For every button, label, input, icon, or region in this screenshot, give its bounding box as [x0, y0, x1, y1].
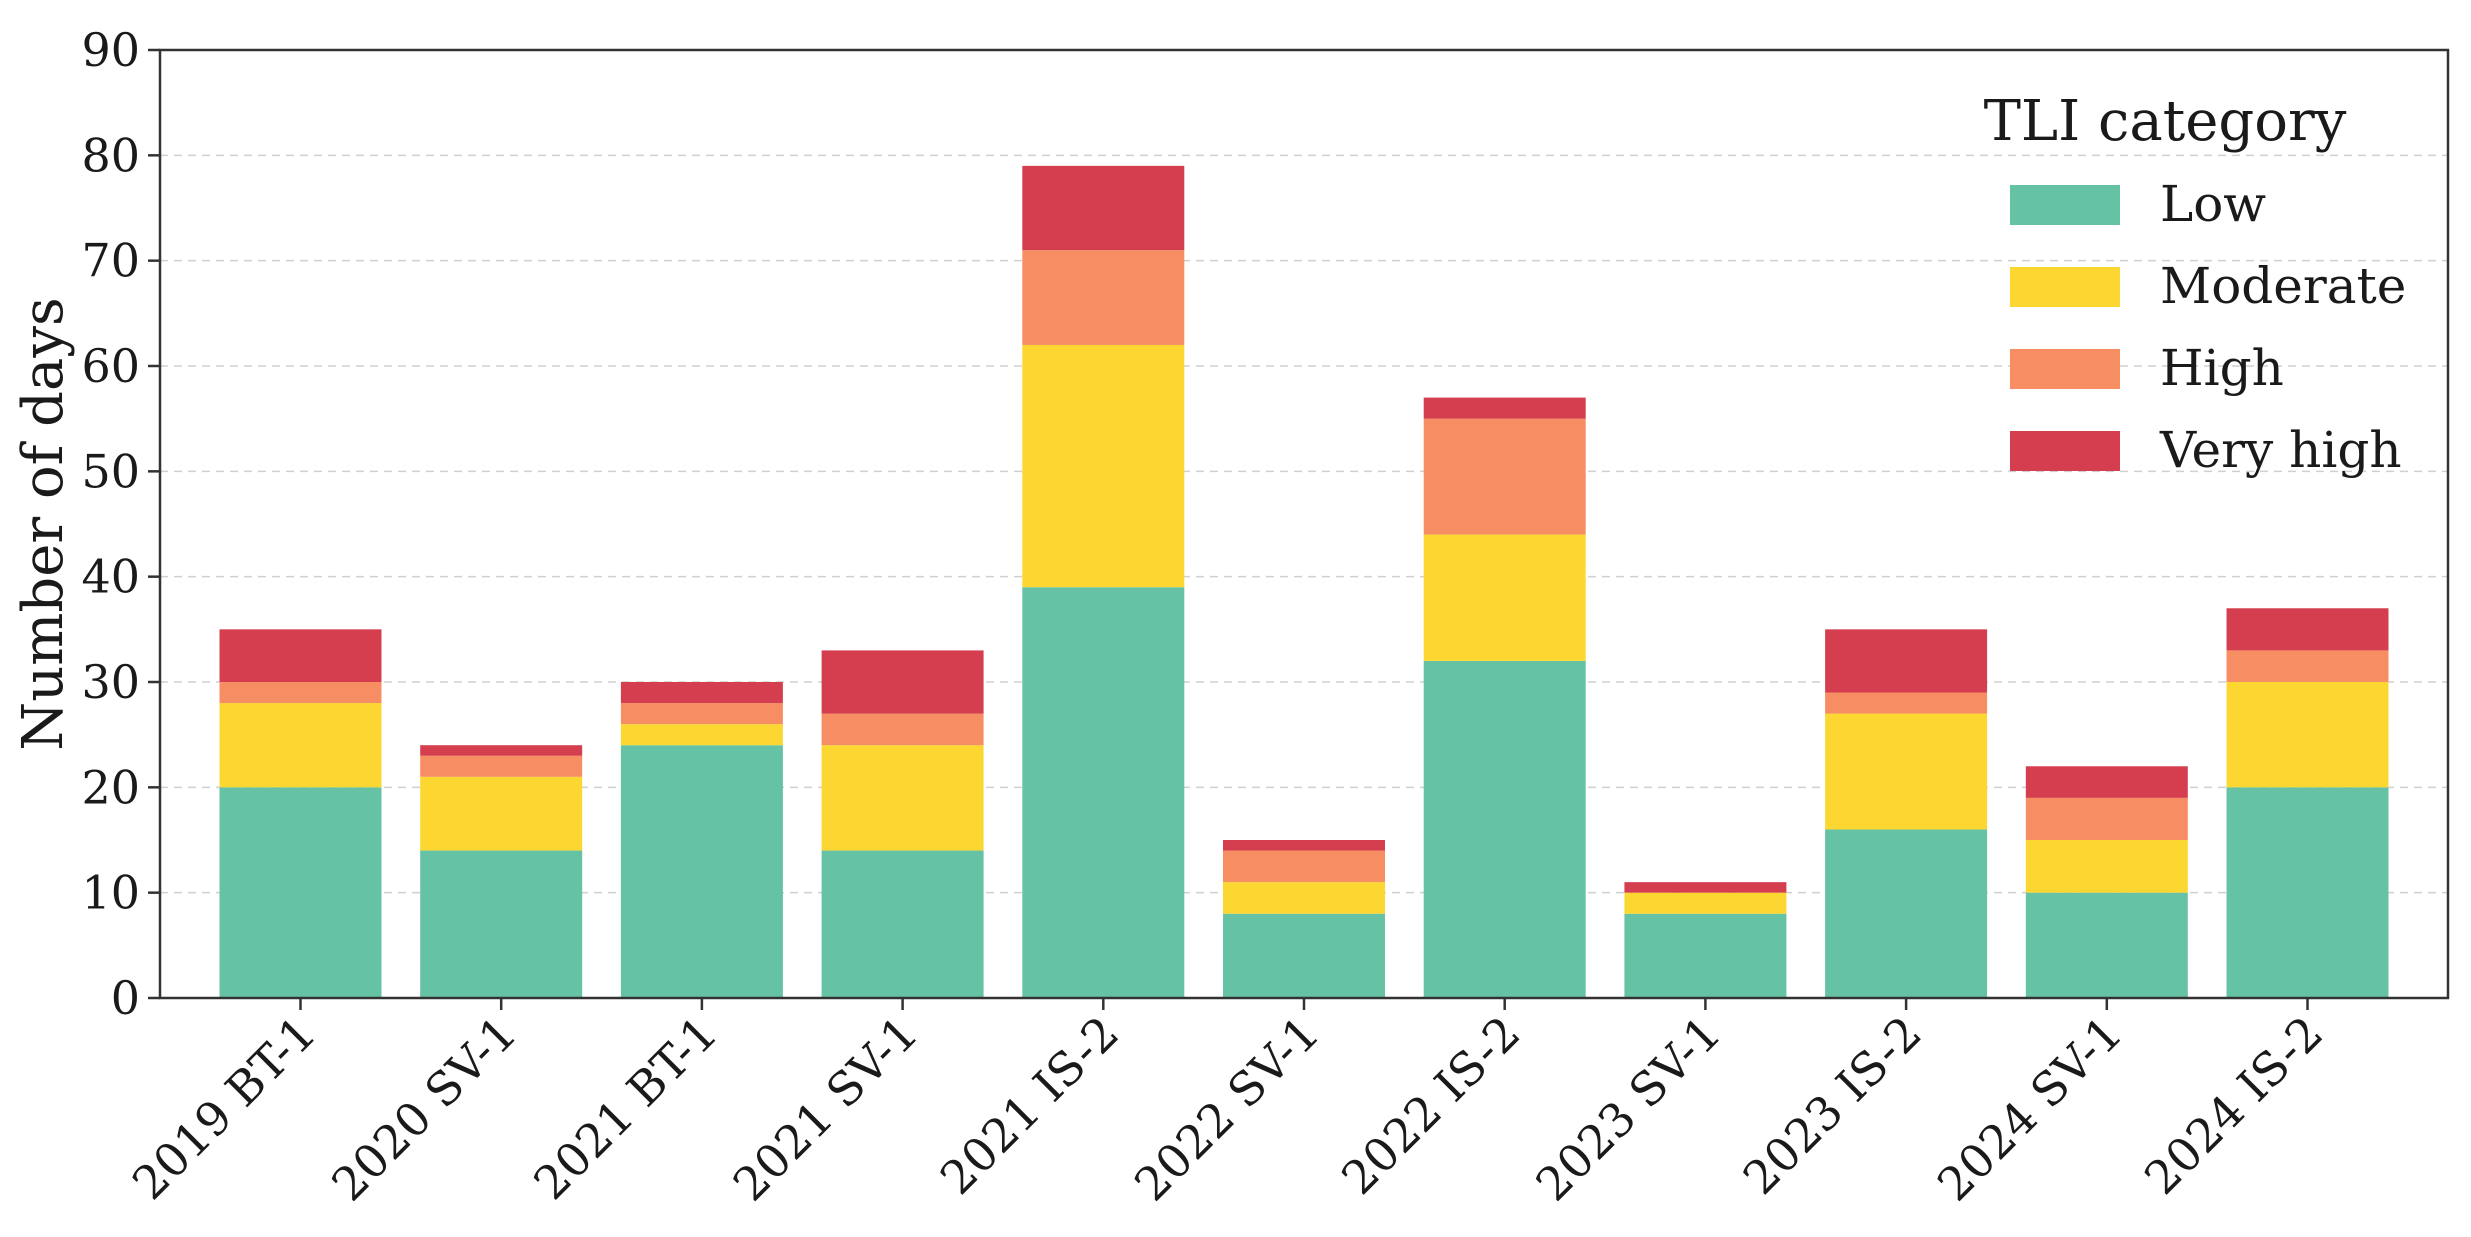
bar-segment-moderate: [821, 745, 984, 851]
bar-segment-high: [1825, 692, 1988, 714]
bar-segment-low: [1624, 913, 1787, 998]
bar-segment-low: [1423, 660, 1586, 998]
bar-segment-high: [2025, 797, 2188, 840]
bar-segment-low: [821, 850, 984, 998]
bar-segment-low: [1022, 587, 1185, 998]
x-tick-label: 2024 IS-2: [2134, 1006, 2333, 1205]
bars-layer: [219, 165, 2389, 998]
legend: TLI category Low Moderate High Very high: [1984, 89, 2407, 479]
bar-segment-moderate: [1825, 713, 1988, 830]
y-tick-label: 40: [81, 550, 140, 604]
legend-label: Moderate: [2160, 257, 2406, 315]
y-tick-label: 10: [81, 866, 140, 920]
x-tick-label: 2021 BT-1: [523, 1006, 727, 1210]
y-tick-label: 70: [81, 234, 140, 288]
bar-segment-very-high: [620, 682, 783, 704]
x-tick-label: 2023 SV-1: [1525, 1006, 1731, 1212]
legend-label: Very high: [2159, 421, 2402, 479]
y-axis-label: Number of days: [11, 297, 76, 751]
bar-segment-high: [620, 703, 783, 725]
x-tick-label: 2021 IS-2: [930, 1006, 1129, 1205]
bar-segment-low: [1223, 913, 1385, 998]
bar-segment-high: [2226, 650, 2389, 682]
y-tick-label: 80: [81, 128, 140, 182]
bar-segment-very-high: [219, 629, 382, 682]
bar-segment-low: [2025, 892, 2188, 998]
bar-segment-low: [420, 850, 583, 998]
x-tick-label: 2024 SV-1: [1927, 1006, 2133, 1212]
bar-segment-moderate: [620, 724, 783, 746]
bar-segment-low: [2226, 787, 2389, 998]
bar-segment-high: [1223, 850, 1385, 883]
y-tick-label: 20: [81, 760, 140, 814]
x-tick-label: 2020 SV-1: [321, 1006, 527, 1212]
legend-swatch-moderate: [2010, 267, 2120, 307]
bar-segment-low: [219, 787, 382, 998]
bar-segment-very-high: [1624, 882, 1787, 893]
legend-label: Low: [2160, 175, 2266, 233]
bar-segment-high: [219, 682, 382, 704]
x-tick-label: 2021 SV-1: [723, 1006, 929, 1212]
bar-segment-moderate: [219, 703, 382, 788]
bar-segment-high: [821, 713, 984, 746]
bar-segment-high: [1022, 250, 1185, 345]
bar-segment-moderate: [2025, 840, 2188, 893]
legend-swatch-very-high: [2010, 431, 2120, 471]
x-tick-label: 2023 IS-2: [1733, 1006, 1932, 1205]
legend-swatch-high: [2010, 349, 2120, 389]
y-tick-label: 60: [81, 339, 140, 393]
bar-segment-moderate: [1624, 892, 1787, 914]
bar-segment-very-high: [1423, 397, 1586, 419]
bar-segment-moderate: [2226, 682, 2389, 788]
bar-segment-high: [420, 755, 583, 777]
bar-segment-moderate: [1223, 882, 1385, 914]
bar-segment-very-high: [1825, 629, 1988, 693]
y-tick-label: 30: [81, 655, 140, 709]
legend-title: TLI category: [1984, 89, 2347, 154]
y-tick-label: 0: [111, 971, 140, 1025]
bar-segment-moderate: [420, 776, 583, 851]
bar-segment-moderate: [1022, 344, 1185, 588]
bar-segment-very-high: [420, 745, 583, 756]
bar-segment-high: [1423, 418, 1586, 535]
y-tick-label: 90: [81, 23, 140, 77]
bar-segment-very-high: [1223, 840, 1385, 851]
x-tick-label: 2022 SV-1: [1124, 1006, 1330, 1212]
bar-segment-moderate: [1423, 534, 1586, 661]
x-tick-label: 2022 IS-2: [1331, 1006, 1530, 1205]
bar-segment-very-high: [1022, 165, 1185, 251]
legend-label: High: [2160, 339, 2284, 397]
bar-segment-very-high: [2025, 766, 2188, 798]
legend-swatch-low: [2010, 185, 2120, 225]
bar-segment-very-high: [2226, 608, 2389, 651]
bar-segment-very-high: [821, 650, 984, 714]
y-tick-label: 50: [81, 444, 140, 498]
bar-segment-low: [620, 745, 783, 998]
bar-segment-low: [1825, 829, 1988, 998]
x-tick-label: 2019 BT-1: [122, 1006, 326, 1210]
